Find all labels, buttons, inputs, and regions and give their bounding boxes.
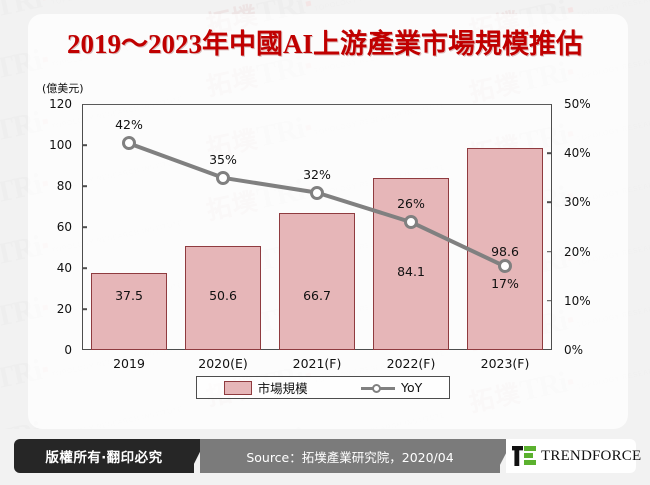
bar-value-label: 84.1 (397, 264, 425, 280)
bar-value-label: 98.6 (491, 244, 519, 260)
footer: 版權所有‧翻印必究 Source：拓墣產業研究院，2020/04 TRENDFO… (0, 429, 650, 485)
bar-value-label: 50.6 (209, 288, 237, 303)
bar (91, 273, 167, 350)
bar-series: 37.5 50.6 66.7 84.1 98.6 (82, 104, 552, 350)
y-tick-mark-right (547, 201, 552, 204)
x-axis-label: 2023(F) (480, 356, 530, 371)
legend-label-yoy: YoY (401, 380, 423, 395)
y-tick-label-left: 60 (56, 220, 72, 234)
source-strip: Source：拓墣產業研究院，2020/04 (200, 439, 500, 473)
legend-label-market-size: 市場規模 (257, 381, 308, 396)
y-tick-label-left: 120 (49, 97, 72, 111)
y-tick-label-right: 20% (564, 244, 591, 259)
yoy-line-series (127, 141, 507, 269)
brand-logo: TRENDFORCE (506, 439, 641, 473)
x-axis-label: 2021(F) (292, 356, 342, 371)
copyright-badge: 版權所有‧翻印必究 (14, 439, 194, 473)
y-tick-label-right: 0% (564, 343, 584, 357)
y-tick-label-left: 20 (56, 302, 72, 316)
y-tick-mark-left (82, 144, 87, 146)
y-tick-label-right: 50% (564, 97, 591, 111)
bar-value-label: 37.5 (115, 288, 143, 303)
legend-item-yoy: YoY (361, 380, 422, 395)
y-tick-mark-right (547, 152, 552, 154)
brand-name: TRENDFORCE (541, 447, 642, 464)
page-title: 2019～2023年中國AI上游產業市場規模推估 (66, 29, 583, 59)
y-tick-mark-right (547, 250, 552, 253)
yoy-line-path (127, 141, 507, 269)
footer-bar: 版權所有‧翻印必究 Source：拓墣產業研究院，2020/04 TRENDFO… (14, 439, 641, 473)
y-tick-mark-left (82, 185, 87, 187)
bar-swatch-icon (223, 380, 252, 395)
y-tick-mark-left (82, 226, 87, 228)
bar (185, 246, 261, 350)
bar (279, 213, 355, 350)
chart-legend: 市場規模 YoY (196, 376, 450, 399)
chart-area: (億美元) 0 20 40 60 80 100 120 0% 10% 20% 30% 40% 50% … (0, 78, 650, 398)
x-axis-label: 2022(F) (386, 356, 436, 371)
y-tick-label-right: 10% (564, 293, 591, 308)
x-axis-label: 2019 (113, 356, 145, 371)
y-tick-label-right: 30% (564, 195, 591, 210)
y-tick-mark-left (82, 308, 87, 310)
y-axis-unit-label: (億美元) (42, 82, 84, 95)
y-tick-mark-right (547, 300, 552, 302)
source-text: Source：拓墣產業研究院，2020/04 (246, 449, 454, 465)
y-tick-label-left: 100 (49, 138, 72, 152)
bar (467, 147, 543, 350)
bar (373, 177, 449, 350)
line-circle-marker-icon (361, 382, 396, 394)
y-tick-label-left: 40 (56, 261, 72, 275)
y-tick-label-left: 80 (56, 179, 72, 193)
legend-item-market-size: 市場規模 (223, 378, 308, 397)
y-tick-label-left: 0 (64, 343, 72, 357)
copyright-text: 版權所有‧翻印必究 (45, 450, 163, 466)
x-axis-label: 2020(E) (198, 356, 248, 371)
y-tick-mark-left (82, 267, 87, 269)
bar-value-label: 66.7 (303, 288, 331, 303)
y-tick-label-right: 40% (564, 146, 591, 161)
trendforce-logo-icon (512, 446, 536, 466)
